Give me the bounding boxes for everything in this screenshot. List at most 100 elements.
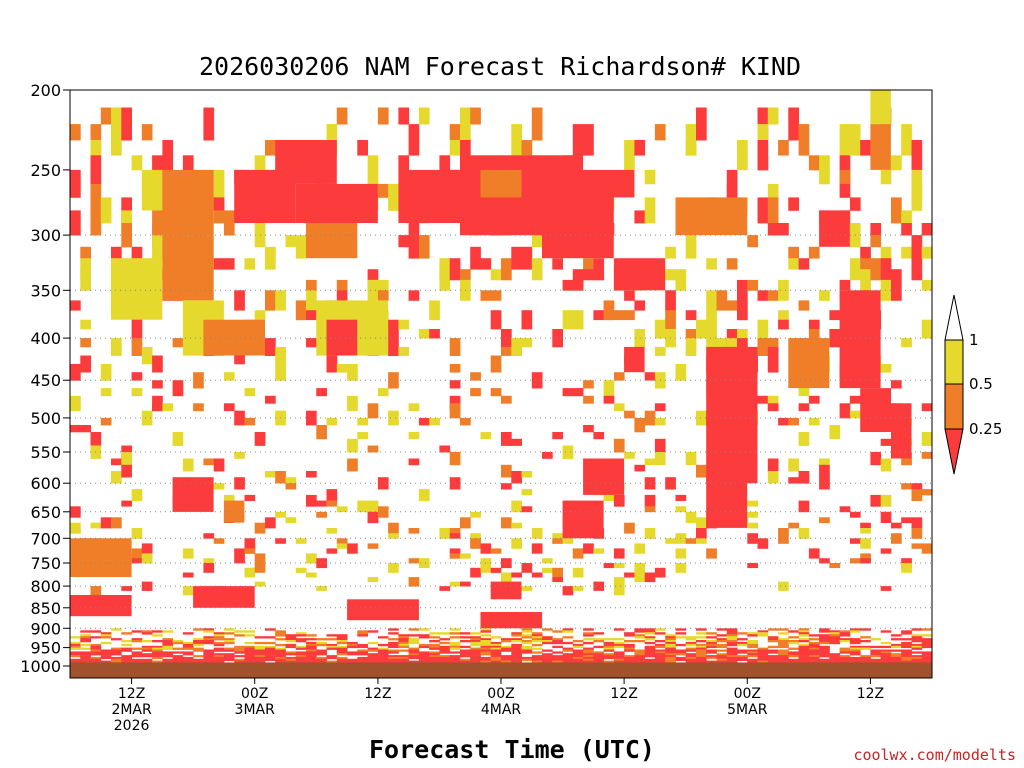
heatmap-cell (911, 628, 923, 631)
heatmap-cell (757, 290, 769, 301)
heatmap-cell (716, 645, 728, 649)
heatmap-cell (819, 636, 830, 639)
heatmap-cell (829, 653, 841, 656)
heatmap-cell (921, 645, 932, 649)
heatmap-cell (162, 643, 174, 647)
heatmap-cell (367, 403, 379, 419)
heatmap-cell (542, 649, 553, 652)
heatmap-cell (737, 643, 748, 647)
heatmap-cell (798, 630, 810, 633)
heatmap-cell (644, 651, 656, 654)
heatmap-cell (921, 651, 932, 654)
heatmap-cell (418, 628, 430, 631)
heatmap-cell (357, 645, 368, 649)
heatmap-cell (90, 658, 102, 661)
heatmap-cell (439, 641, 451, 645)
heatmap-cell (860, 658, 871, 661)
heatmap-cell (141, 346, 153, 365)
heatmap-cell (665, 246, 676, 259)
heatmap-region (275, 140, 337, 184)
heatmap-cell (336, 656, 348, 660)
heatmap-cell (80, 638, 91, 641)
heatmap-cell (336, 538, 348, 544)
heatmap-cell (778, 653, 789, 656)
heatmap-cell (511, 338, 522, 356)
heatmap-cell (254, 658, 266, 661)
heatmap-cell (696, 643, 707, 647)
heatmap-cell (336, 649, 348, 652)
heatmap-cell (531, 636, 543, 639)
heatmap-cell (203, 638, 215, 641)
heatmap-cell (275, 647, 286, 650)
heatmap-cell (511, 647, 522, 650)
heatmap-cell (141, 543, 153, 554)
heatmap-cell (490, 310, 502, 330)
heatmap-cell (788, 522, 799, 529)
heatmap-cell (911, 489, 923, 501)
heatmap-cell (285, 483, 297, 490)
heatmap-cell (490, 651, 502, 654)
heatmap-cell (203, 656, 215, 660)
heatmap-cell (583, 655, 594, 658)
heatmap-cell (654, 346, 666, 356)
heatmap-cell (593, 656, 605, 660)
heatmap-cell (398, 655, 410, 658)
heatmap-cell (357, 500, 368, 513)
heatmap-cell (921, 319, 932, 339)
heatmap-cell (583, 658, 594, 661)
heatmap-cell (152, 380, 163, 389)
heatmap-cell (100, 417, 112, 426)
heatmap-cell (377, 388, 389, 397)
heatmap-cell (737, 641, 748, 645)
heatmap-cell (203, 558, 215, 564)
heatmap-region (152, 169, 214, 236)
heatmap-cell (788, 630, 799, 633)
heatmap-cell (531, 647, 543, 650)
heatmap-cell (111, 517, 122, 529)
heatmap-cell (460, 417, 471, 426)
heatmap-cell (429, 643, 440, 647)
heatmap-cell (449, 380, 461, 389)
heatmap-cell (624, 658, 635, 661)
heatmap-cell (901, 483, 912, 490)
x-tick-label: 4MAR (481, 702, 522, 718)
heatmap-cell (921, 655, 932, 658)
heatmap-cell (624, 660, 635, 663)
x-tick-label: 12Z (857, 686, 884, 702)
heatmap-cell (819, 638, 830, 641)
heatmap-cell (685, 649, 697, 652)
heatmap-cell (418, 489, 430, 501)
heatmap-cell (798, 403, 810, 412)
heatmap-cell (839, 634, 851, 637)
heatmap-cell (726, 638, 738, 641)
heatmap-cell (583, 269, 594, 281)
heatmap-cell (131, 647, 143, 650)
heatmap-cell (891, 655, 902, 658)
heatmap-cell (654, 649, 666, 652)
heatmap-cell (737, 300, 748, 321)
heatmap-cell (275, 632, 286, 635)
heatmap-cell (295, 640, 307, 643)
heatmap-cell (490, 645, 502, 649)
heatmap-cell (172, 658, 184, 661)
heatmap-cell (726, 651, 738, 654)
heatmap-region (480, 612, 543, 629)
heatmap-cell (162, 660, 174, 663)
heatmap-cell (182, 572, 194, 578)
heatmap-cell (613, 656, 625, 660)
heatmap-cell (193, 643, 204, 647)
heatmap-cell (747, 651, 758, 654)
heatmap-cell (778, 645, 789, 649)
heatmap-cell (921, 660, 932, 663)
heatmap-cell (316, 643, 327, 647)
heatmap-cell (788, 641, 799, 645)
heatmap-cell (398, 155, 410, 171)
heatmap-cell (706, 655, 717, 658)
heatmap-cell (665, 660, 676, 663)
heatmap-cell (70, 300, 81, 311)
heatmap-cell (572, 643, 584, 647)
heatmap-cell (470, 643, 481, 647)
heatmap-cell (901, 638, 912, 641)
heatmap-cell (531, 372, 543, 389)
heatmap-cell (901, 655, 912, 658)
